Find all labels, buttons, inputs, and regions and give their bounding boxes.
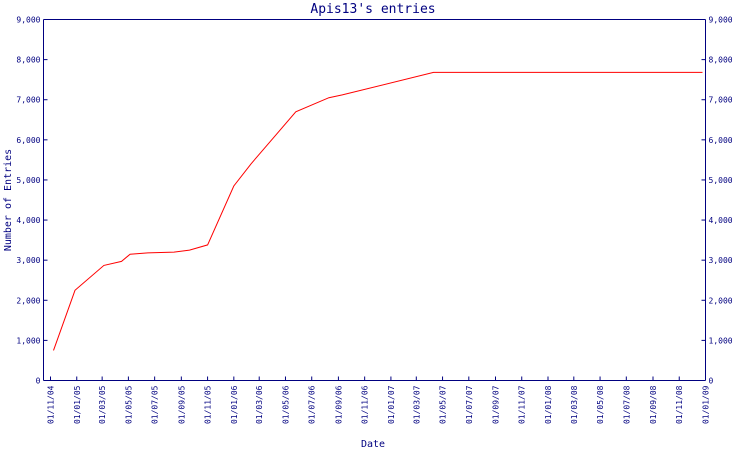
y-tick-label-left: 5,000 [16, 176, 40, 185]
x-tick-label: 01/11/04 [47, 385, 56, 424]
y-tick-label-right: 0 [709, 377, 714, 386]
y-tick-label-left: 7,000 [16, 96, 40, 105]
x-ticks: 01/11/04 01/01/05 01/03/05 01/05/05 01/07/05… [47, 376, 711, 424]
x-tick-label: 01/07/05 [151, 385, 160, 424]
y-tick-label-left: 1,000 [16, 336, 40, 345]
y-tick-label-right: 4,000 [709, 216, 733, 225]
y-tick-label-left: 0 [36, 377, 41, 386]
x-tick-label: 01/01/07 [387, 385, 396, 424]
y-tick-label-left: 4,000 [16, 216, 40, 225]
x-tick-label: 01/09/06 [334, 385, 343, 424]
y-tick-label-left: 6,000 [16, 136, 40, 145]
y-axis-label: Number of Entries [3, 149, 14, 251]
x-tick-label: 01/01/09 [702, 385, 711, 424]
y-ticks-right: 0 1,000 2,000 3,000 4,000 5,000 6,000 7,000 8,00… [701, 16, 733, 386]
x-tick-label: 01/11/07 [518, 385, 527, 424]
y-tick-label-right: 2,000 [709, 296, 733, 305]
x-tick-label: 01/03/08 [570, 385, 579, 424]
x-tick-label: 01/05/07 [439, 385, 448, 424]
y-ticks-left: 0 1,000 2,000 3,000 4,000 5,000 6,000 7,000 8,00… [16, 16, 48, 386]
x-axis-label: Date [361, 439, 385, 450]
y-tick-label-left: 8,000 [16, 56, 40, 65]
chart-title: Apis13's entries [310, 2, 435, 17]
y-tick-label-right: 1,000 [709, 336, 733, 345]
x-tick-label: 01/07/07 [465, 385, 474, 424]
y-tick-label-right: 9,000 [709, 16, 733, 25]
x-tick-label: 01/01/08 [544, 385, 553, 424]
x-tick-label: 01/03/05 [98, 385, 107, 424]
x-tick-label: 01/09/05 [177, 385, 186, 424]
x-tick-label: 01/03/07 [412, 385, 421, 424]
y-tick-label-left: 2,000 [16, 296, 40, 305]
x-tick-label: 01/11/08 [675, 385, 684, 424]
x-tick-label: 01/05/05 [124, 385, 133, 424]
y-tick-label-right: 3,000 [709, 256, 733, 265]
x-tick-label: 01/01/06 [230, 385, 239, 424]
x-tick-label: 01/03/06 [255, 385, 264, 424]
x-tick-label: 01/05/06 [281, 385, 290, 424]
x-tick-label: 01/09/08 [649, 385, 658, 424]
x-tick-label: 01/05/08 [596, 385, 605, 424]
y-tick-label-left: 9,000 [16, 16, 40, 25]
y-tick-label-left: 3,000 [16, 256, 40, 265]
x-tick-label: 01/07/06 [308, 385, 317, 424]
x-tick-label: 01/07/08 [622, 385, 631, 424]
x-tick-label: 01/09/07 [491, 385, 500, 424]
y-tick-label-right: 5,000 [709, 176, 733, 185]
y-tick-label-right: 8,000 [709, 56, 733, 65]
y-tick-label-right: 6,000 [709, 136, 733, 145]
x-tick-label: 01/11/05 [204, 385, 213, 424]
entries-series-line [53, 71, 703, 351]
x-tick-label: 01/01/05 [73, 385, 82, 424]
y-tick-label-right: 7,000 [709, 96, 733, 105]
x-tick-label: 01/11/06 [361, 385, 370, 424]
